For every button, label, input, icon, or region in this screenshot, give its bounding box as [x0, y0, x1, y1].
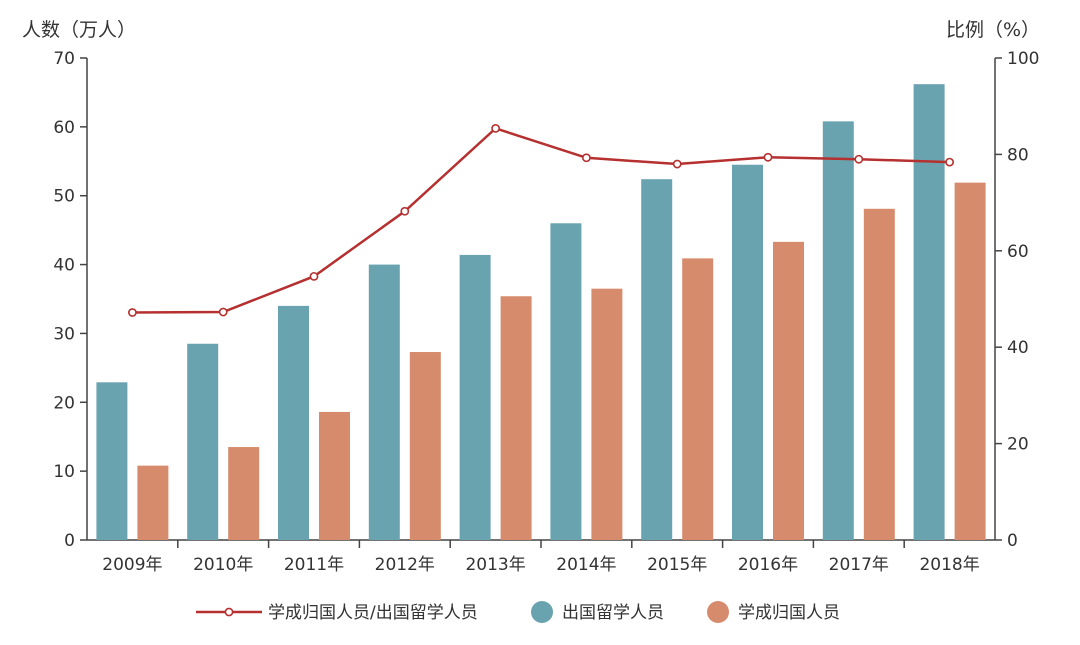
- ratio-line-series: [127, 123, 954, 317]
- legend-outbound-icon: [531, 601, 553, 623]
- x-tick-label: 2010年: [193, 555, 253, 575]
- bar-returnee: [500, 296, 532, 540]
- axes: 0 10 20 30 40 50 60 70 0 20 40 60 80 100 2009年 2010年 201…: [53, 49, 1039, 575]
- bar-outbound: [368, 264, 400, 540]
- ratio-point: [582, 153, 591, 163]
- bar-outbound: [550, 223, 582, 540]
- bars: [96, 84, 986, 541]
- x-tick-label: 2013年: [465, 555, 525, 575]
- y-right-tick-label: 0: [1007, 531, 1018, 551]
- x-tick-label: 2016年: [738, 555, 798, 575]
- legend-ratio-marker-icon: [224, 607, 234, 617]
- legend-outbound-label: 出国留学人员: [562, 603, 664, 623]
- bar-outbound: [278, 305, 309, 540]
- x-tick-label: 2012年: [375, 555, 435, 575]
- bar-returnee: [591, 288, 623, 540]
- bar-returnee: [228, 447, 260, 540]
- bar-outbound: [732, 164, 763, 540]
- legend-ratio-label: 学成归国人员/出国留学人员: [268, 603, 478, 623]
- legend-returnee-icon: [707, 601, 729, 623]
- bar-outbound: [459, 254, 491, 540]
- x-tick-label: 2015年: [647, 555, 707, 575]
- y-axis-left-title: 人数（万人）: [22, 19, 136, 41]
- bar-returnee: [773, 241, 804, 540]
- ratio-point: [491, 123, 500, 133]
- bar-outbound: [822, 121, 854, 540]
- y-left-tick-label: 10: [53, 462, 75, 482]
- y-left-tick-label: 70: [53, 49, 75, 69]
- y-right-tick-label: 100: [1007, 49, 1039, 69]
- x-tick-label: 2011年: [284, 555, 344, 575]
- x-tick-label: 2018年: [919, 555, 979, 575]
- bar-outbound: [187, 343, 219, 540]
- bar-returnee: [682, 258, 714, 540]
- y-right-tick-label: 20: [1007, 435, 1029, 455]
- bar-outbound: [913, 84, 945, 540]
- y-right-tick-label: 60: [1007, 242, 1029, 262]
- bar-returnee: [954, 182, 986, 541]
- y-left-tick-label: 60: [53, 118, 75, 138]
- y-left-tick-label: 30: [53, 324, 75, 344]
- ratio-point: [127, 308, 137, 317]
- y-right-tick-label: 80: [1007, 145, 1029, 165]
- legend: 学成归国人员/出国留学人员 出国留学人员 学成归国人员: [196, 601, 840, 623]
- ratio-point: [945, 157, 954, 167]
- ratio-point: [309, 271, 319, 281]
- bar-outbound: [96, 382, 128, 540]
- legend-returnee-label: 学成归国人员: [738, 603, 840, 623]
- ratio-point: [400, 206, 410, 216]
- y-left-tick-label: 0: [64, 531, 75, 551]
- ratio-point: [218, 307, 228, 317]
- bar-returnee: [409, 352, 441, 540]
- bar-returnee: [137, 465, 169, 540]
- ratio-line: [132, 126, 950, 314]
- ratio-point: [854, 154, 864, 164]
- bar-returnee: [863, 208, 895, 540]
- y-left-tick-label: 20: [53, 393, 75, 413]
- y-axis-right-title: 比例（%）: [946, 19, 1040, 41]
- y-right-tick-label: 40: [1007, 338, 1029, 358]
- ratio-point: [672, 159, 682, 169]
- bar-returnee: [319, 411, 350, 540]
- bar-outbound: [641, 179, 673, 540]
- x-tick-label: 2009年: [102, 555, 162, 575]
- y-left-tick-label: 50: [53, 187, 75, 207]
- x-tick-label: 2017年: [829, 555, 889, 575]
- y-left-tick-label: 40: [53, 256, 75, 276]
- x-tick-label: 2014年: [556, 555, 616, 575]
- ratio-point: [763, 152, 773, 162]
